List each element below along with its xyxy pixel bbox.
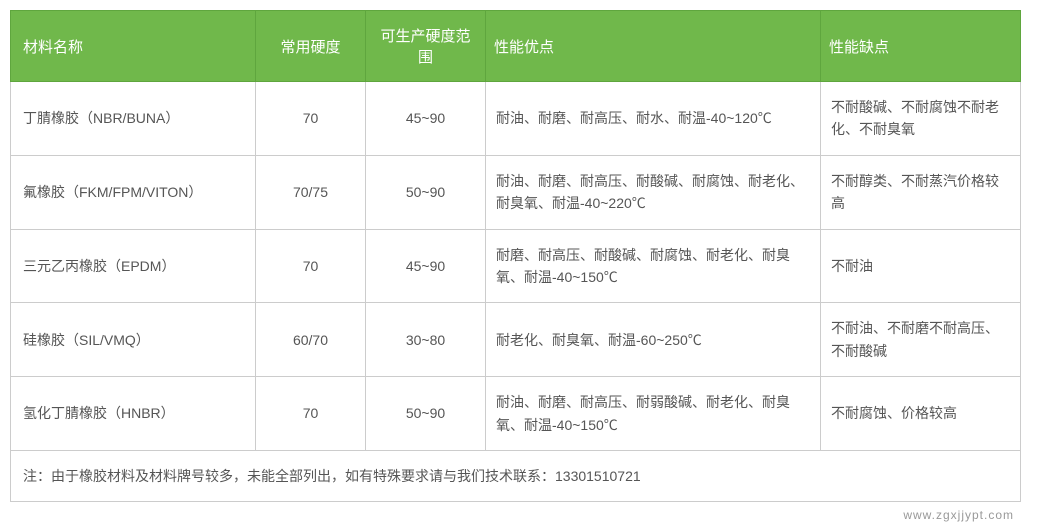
- cell-hardness-common: 70: [256, 229, 366, 303]
- col-header-hardness-range: 可生产硬度范围: [366, 11, 486, 82]
- table-row: 三元乙丙橡胶（EPDM） 70 45~90 耐磨、耐高压、耐酸碱、耐腐蚀、耐老化…: [11, 229, 1021, 303]
- cell-cons: 不耐油: [821, 229, 1021, 303]
- col-header-hardness-common: 常用硬度: [256, 11, 366, 82]
- cell-name: 丁腈橡胶（NBR/BUNA）: [11, 82, 256, 156]
- table-row: 硅橡胶（SIL/VMQ） 60/70 30~80 耐老化、耐臭氧、耐温-60~2…: [11, 303, 1021, 377]
- table-row: 丁腈橡胶（NBR/BUNA） 70 45~90 耐油、耐磨、耐高压、耐水、耐温-…: [11, 82, 1021, 156]
- cell-pros: 耐油、耐磨、耐高压、耐弱酸碱、耐老化、耐臭氧、耐温-40~150℃: [486, 377, 821, 451]
- cell-hardness-common: 70: [256, 82, 366, 156]
- cell-hardness-range: 45~90: [366, 229, 486, 303]
- cell-pros: 耐磨、耐高压、耐酸碱、耐腐蚀、耐老化、耐臭氧、耐温-40~150℃: [486, 229, 821, 303]
- table-note-row: 注：由于橡胶材料及材料牌号较多，未能全部列出，如有特殊要求请与我们技术联系：13…: [11, 450, 1021, 501]
- cell-name: 三元乙丙橡胶（EPDM）: [11, 229, 256, 303]
- cell-name: 硅橡胶（SIL/VMQ）: [11, 303, 256, 377]
- cell-pros: 耐油、耐磨、耐高压、耐水、耐温-40~120℃: [486, 82, 821, 156]
- cell-hardness-common: 70/75: [256, 155, 366, 229]
- col-header-name: 材料名称: [11, 11, 256, 82]
- cell-name: 氢化丁腈橡胶（HNBR）: [11, 377, 256, 451]
- cell-hardness-range: 30~80: [366, 303, 486, 377]
- col-header-pros: 性能优点: [486, 11, 821, 82]
- table-note: 注：由于橡胶材料及材料牌号较多，未能全部列出，如有特殊要求请与我们技术联系：13…: [11, 450, 1021, 501]
- cell-hardness-range: 50~90: [366, 377, 486, 451]
- cell-name: 氟橡胶（FKM/FPM/VITON）: [11, 155, 256, 229]
- cell-pros: 耐油、耐磨、耐高压、耐酸碱、耐腐蚀、耐老化、耐臭氧、耐温-40~220℃: [486, 155, 821, 229]
- cell-hardness-common: 70: [256, 377, 366, 451]
- materials-table: 材料名称 常用硬度 可生产硬度范围 性能优点 性能缺点 丁腈橡胶（NBR/BUN…: [10, 10, 1021, 502]
- cell-hardness-range: 50~90: [366, 155, 486, 229]
- table-header: 材料名称 常用硬度 可生产硬度范围 性能优点 性能缺点: [11, 11, 1021, 82]
- cell-hardness-range: 45~90: [366, 82, 486, 156]
- cell-cons: 不耐酸碱、不耐腐蚀不耐老化、不耐臭氧: [821, 82, 1021, 156]
- materials-table-wrap: 材料名称 常用硬度 可生产硬度范围 性能优点 性能缺点 丁腈橡胶（NBR/BUN…: [10, 10, 1020, 502]
- cell-cons: 不耐腐蚀、价格较高: [821, 377, 1021, 451]
- cell-pros: 耐老化、耐臭氧、耐温-60~250℃: [486, 303, 821, 377]
- cell-cons: 不耐醇类、不耐蒸汽价格较高: [821, 155, 1021, 229]
- cell-cons: 不耐油、不耐磨不耐高压、不耐酸碱: [821, 303, 1021, 377]
- table-body: 丁腈橡胶（NBR/BUNA） 70 45~90 耐油、耐磨、耐高压、耐水、耐温-…: [11, 82, 1021, 502]
- col-header-cons: 性能缺点: [821, 11, 1021, 82]
- footer-watermark: www.zgxjjypt.com: [10, 502, 1020, 522]
- table-row: 氢化丁腈橡胶（HNBR） 70 50~90 耐油、耐磨、耐高压、耐弱酸碱、耐老化…: [11, 377, 1021, 451]
- cell-hardness-common: 60/70: [256, 303, 366, 377]
- table-row: 氟橡胶（FKM/FPM/VITON） 70/75 50~90 耐油、耐磨、耐高压…: [11, 155, 1021, 229]
